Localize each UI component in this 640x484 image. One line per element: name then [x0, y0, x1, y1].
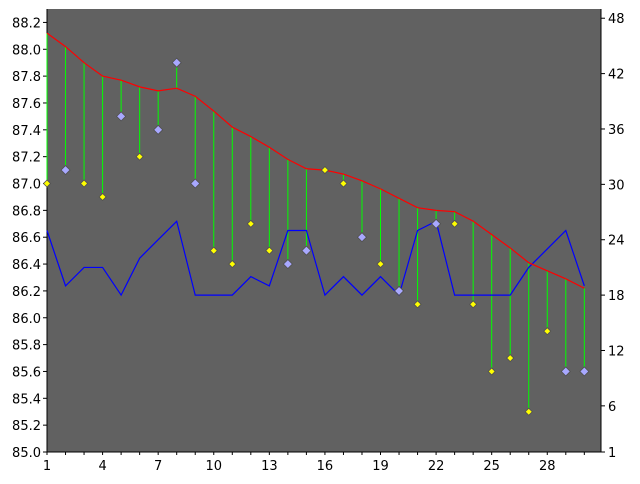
- left-tick-label: 88.0: [12, 43, 41, 58]
- yellow-marker: [209, 246, 218, 255]
- left-tick-label: 88.2: [12, 16, 41, 31]
- x-tick-label: 16: [317, 459, 334, 474]
- yellow-marker: [376, 259, 385, 269]
- yellow-marker: [320, 166, 329, 175]
- left-tick-label: 85.8: [12, 339, 41, 354]
- yellow-marker: [450, 219, 459, 228]
- x-tick-label: 10: [205, 459, 222, 474]
- right-tick-label: 6: [608, 400, 616, 415]
- yellow-marker: [469, 300, 478, 309]
- right-tick-label: 30: [608, 178, 625, 193]
- left-tick-label: 87.6: [12, 97, 41, 112]
- left-tick-label: 86.2: [12, 285, 41, 300]
- left-tick-label: 86.6: [12, 231, 41, 246]
- series-lines: [46, 32, 585, 297]
- blue-marker: [60, 165, 71, 176]
- blue-marker: [579, 366, 590, 377]
- left-axis: 85.0 85.2 85.4 85.6 85.8 86.0 86.2 86.4 86.6 86.8…: [12, 9, 48, 461]
- blue-marker: [190, 178, 201, 189]
- left-tick-label: 85.0: [12, 446, 41, 461]
- left-tick-label: 86.4: [12, 258, 41, 273]
- yellow-marker: [413, 300, 422, 309]
- x-tick-label: 7: [154, 459, 162, 474]
- right-tick-label: 36: [608, 123, 625, 138]
- yellow-marker: [339, 179, 348, 188]
- x-tick-label: 1: [43, 459, 51, 474]
- drop-lines: [46, 33, 585, 412]
- right-axis: 1 6 12 18 24 30 36 42 48: [600, 9, 625, 461]
- blue-marker: [356, 232, 368, 243]
- right-tick-label: 48: [608, 12, 625, 27]
- markers: [42, 57, 590, 416]
- left-tick-label: 87.4: [12, 124, 41, 139]
- x-tick-label: 28: [539, 459, 556, 474]
- yellow-marker: [42, 179, 52, 188]
- yellow-marker: [135, 152, 144, 161]
- blue-marker: [171, 57, 182, 68]
- blue-marker: [393, 285, 405, 296]
- x-tick-label: 13: [261, 459, 278, 474]
- right-tick-label: 42: [608, 68, 625, 83]
- x-tick-label: 19: [372, 459, 389, 474]
- left-tick-label: 85.2: [12, 419, 41, 434]
- yellow-marker: [246, 219, 255, 228]
- blue-marker: [560, 366, 571, 377]
- left-tick-label: 86.0: [12, 312, 41, 327]
- volume-line: [46, 220, 585, 297]
- yellow-marker: [228, 259, 237, 269]
- plot-area: [47, 9, 601, 452]
- left-tick-label: 86.8: [12, 204, 41, 219]
- yellow-marker: [524, 407, 533, 416]
- left-tick-label: 87.0: [12, 178, 41, 193]
- blue-marker: [282, 258, 293, 270]
- blue-marker: [431, 218, 442, 229]
- x-tick-label: 22: [428, 459, 445, 474]
- left-tick-label: 85.6: [12, 365, 41, 380]
- yellow-marker: [79, 179, 89, 188]
- left-tick-label: 85.4: [12, 392, 41, 407]
- right-tick-label: 24: [608, 234, 625, 249]
- blue-marker: [116, 111, 127, 122]
- left-tick-label: 87.8: [12, 70, 41, 85]
- yellow-marker: [543, 327, 552, 336]
- right-tick-label: 1: [608, 446, 616, 461]
- blue-marker: [301, 245, 312, 256]
- x-tick-label: 25: [483, 459, 500, 474]
- blue-marker: [153, 124, 164, 135]
- trend-line: [46, 32, 585, 289]
- yellow-marker: [487, 367, 496, 376]
- yellow-marker: [265, 246, 274, 255]
- x-tick-label: 4: [98, 459, 106, 474]
- right-tick-label: 18: [608, 289, 625, 304]
- yellow-marker: [98, 192, 107, 202]
- right-tick-label: 12: [608, 344, 625, 359]
- yellow-marker: [506, 353, 515, 363]
- x-axis: 1 4 7 10 13 16 19 22 25 28: [43, 451, 601, 474]
- left-tick-label: 87.2: [12, 151, 41, 166]
